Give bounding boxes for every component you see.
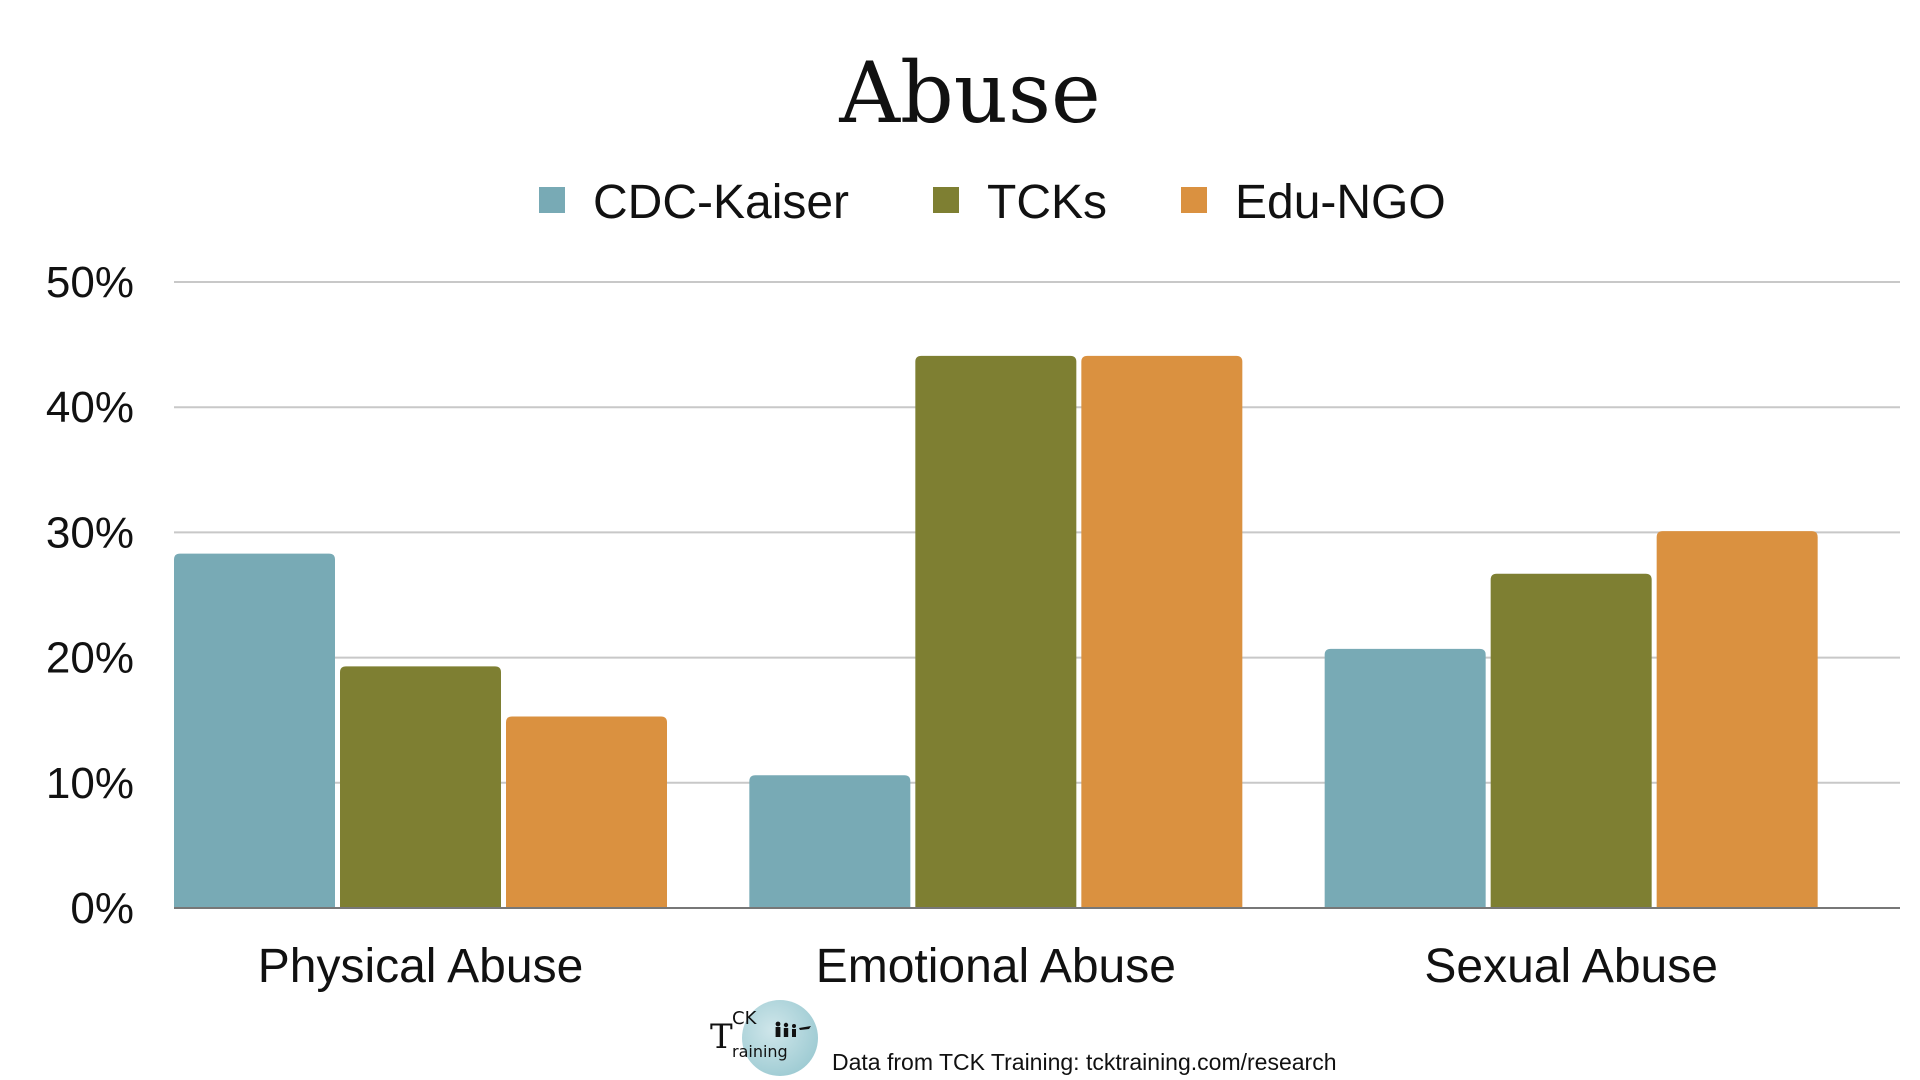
legend-label: TCKs [987,176,1107,229]
y-tick-label: 0% [70,884,134,933]
x-tick-label: Physical Abuse [258,940,584,993]
logo-letter: T [710,1017,733,1057]
y-axis: 0% 10% 20% 30% 40% 50% [46,258,134,933]
people-icon [775,1021,811,1037]
bar [174,553,335,908]
bar [749,775,911,908]
bar [1081,355,1243,908]
bars [174,355,1818,908]
logo-top-text: CK [732,1008,757,1029]
y-tick-label: 20% [46,634,134,683]
bar [915,355,1077,908]
bar [506,716,667,908]
y-tick-label: 30% [46,508,134,557]
legend-label: CDC-Kaiser [593,176,849,229]
legend-swatch [1181,187,1207,213]
chart-title: Abuse [838,44,1100,142]
source-note: Data from TCK Training: tcktraining.com/… [832,1049,1337,1075]
legend: CDC-Kaiser TCKs Edu-NGO [539,176,1446,229]
y-tick-label: 50% [46,258,134,307]
bar [340,666,501,908]
x-tick-label: Emotional Abuse [816,940,1176,993]
logo-bottom-text: raining [732,1042,788,1061]
x-tick-label: Sexual Abuse [1424,940,1718,993]
bar [1324,648,1486,908]
bar [1490,573,1652,908]
legend-swatch [933,187,959,213]
bar [1656,531,1818,908]
y-tick-label: 40% [46,383,134,432]
legend-label: Edu-NGO [1235,176,1446,229]
x-axis: Physical Abuse Emotional Abuse Sexual Abus… [174,907,1900,993]
y-tick-label: 10% [46,759,134,808]
logo-circle [742,1000,818,1076]
legend-swatch [539,187,565,213]
footer: T CK raining Data from TCK Training: tck… [710,1000,1336,1080]
tck-training-logo: T CK raining [710,1000,830,1080]
